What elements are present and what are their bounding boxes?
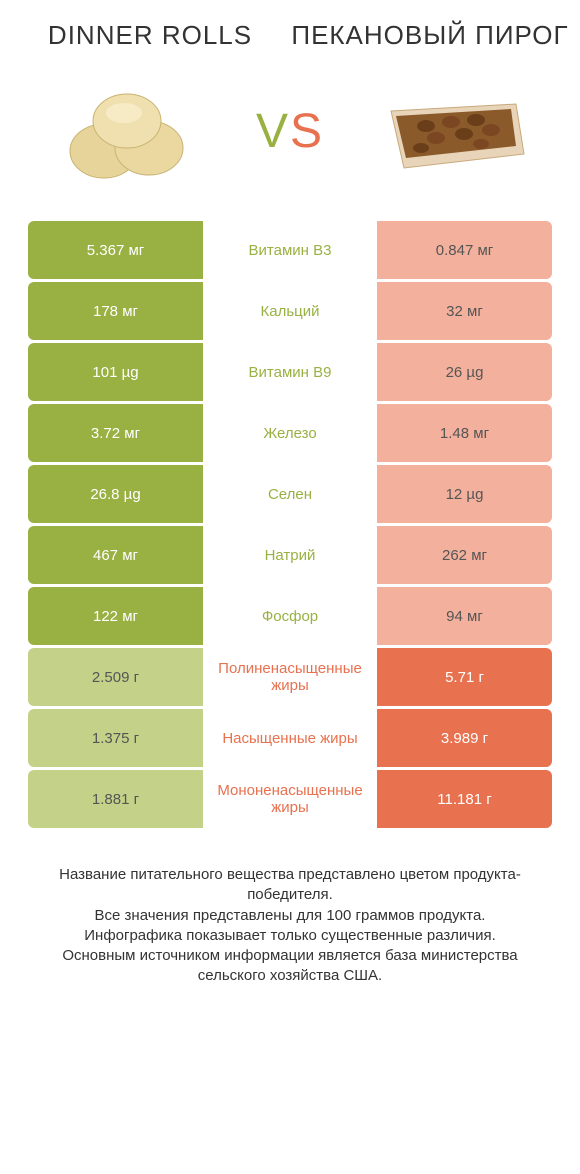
value-right: 1.48 мг bbox=[377, 404, 552, 462]
value-left: 467 мг bbox=[28, 526, 203, 584]
footer-line: Все значения представлены для 100 граммо… bbox=[28, 906, 552, 926]
table-row: 5.367 мгВитамин B30.847 мг bbox=[28, 221, 552, 279]
table-row: 178 мгКальций32 мг bbox=[28, 282, 552, 340]
food-image-right bbox=[361, 71, 541, 191]
footer-line: Инфографика показывает только существенн… bbox=[28, 926, 552, 946]
nutrient-label: Полиненасыщенные жиры bbox=[203, 648, 377, 706]
value-left: 26.8 µg bbox=[28, 465, 203, 523]
footer-line: Название питательного вещества представл… bbox=[28, 865, 552, 906]
table-row: 26.8 µgСелен12 µg bbox=[28, 465, 552, 523]
table-row: 1.375 гНасыщенные жиры3.989 г bbox=[28, 709, 552, 767]
value-right: 3.989 г bbox=[377, 709, 552, 767]
nutrient-label: Мононенасыщенные жиры bbox=[203, 770, 377, 828]
title-right: ПЕКАНОВЫЙ ПИРОГ bbox=[290, 20, 570, 51]
value-right: 11.181 г bbox=[377, 770, 552, 828]
value-left: 101 µg bbox=[28, 343, 203, 401]
food-image-left bbox=[39, 71, 219, 191]
header: DINNER ROLLS ПЕКАНОВЫЙ ПИРОГ bbox=[0, 0, 580, 61]
nutrient-label: Железо bbox=[203, 404, 377, 462]
nutrient-label: Витамин B3 bbox=[203, 221, 377, 279]
footer-line: Основным источником информации является … bbox=[28, 946, 552, 987]
nutrient-label: Натрий bbox=[203, 526, 377, 584]
table-row: 1.881 гМононенасыщенные жиры11.181 г bbox=[28, 770, 552, 828]
value-left: 1.375 г bbox=[28, 709, 203, 767]
title-left: DINNER ROLLS bbox=[10, 20, 290, 51]
nutrient-label: Селен bbox=[203, 465, 377, 523]
vs-s: S bbox=[290, 105, 324, 158]
table-row: 101 µgВитамин B926 µg bbox=[28, 343, 552, 401]
vs-label: VS bbox=[256, 104, 324, 159]
table-row: 3.72 мгЖелезо1.48 мг bbox=[28, 404, 552, 462]
value-left: 1.881 г bbox=[28, 770, 203, 828]
value-right: 5.71 г bbox=[377, 648, 552, 706]
value-left: 5.367 мг bbox=[28, 221, 203, 279]
nutrient-label: Насыщенные жиры bbox=[203, 709, 377, 767]
value-right: 262 мг bbox=[377, 526, 552, 584]
footer-notes: Название питательного вещества представл… bbox=[0, 831, 580, 987]
nutrient-label: Витамин B9 bbox=[203, 343, 377, 401]
value-left: 3.72 мг bbox=[28, 404, 203, 462]
value-right: 32 мг bbox=[377, 282, 552, 340]
table-row: 467 мгНатрий262 мг bbox=[28, 526, 552, 584]
value-right: 12 µg bbox=[377, 465, 552, 523]
value-right: 0.847 мг bbox=[377, 221, 552, 279]
comparison-table: 5.367 мгВитамин B30.847 мг178 мгКальций3… bbox=[0, 221, 580, 828]
nutrient-label: Кальций bbox=[203, 282, 377, 340]
nutrient-label: Фосфор bbox=[203, 587, 377, 645]
vs-v: V bbox=[256, 105, 290, 158]
value-right: 94 мг bbox=[377, 587, 552, 645]
value-left: 178 мг bbox=[28, 282, 203, 340]
images-row: VS bbox=[0, 61, 580, 221]
value-left: 2.509 г bbox=[28, 648, 203, 706]
table-row: 122 мгФосфор94 мг bbox=[28, 587, 552, 645]
value-right: 26 µg bbox=[377, 343, 552, 401]
table-row: 2.509 гПолиненасыщенные жиры5.71 г bbox=[28, 648, 552, 706]
value-left: 122 мг bbox=[28, 587, 203, 645]
